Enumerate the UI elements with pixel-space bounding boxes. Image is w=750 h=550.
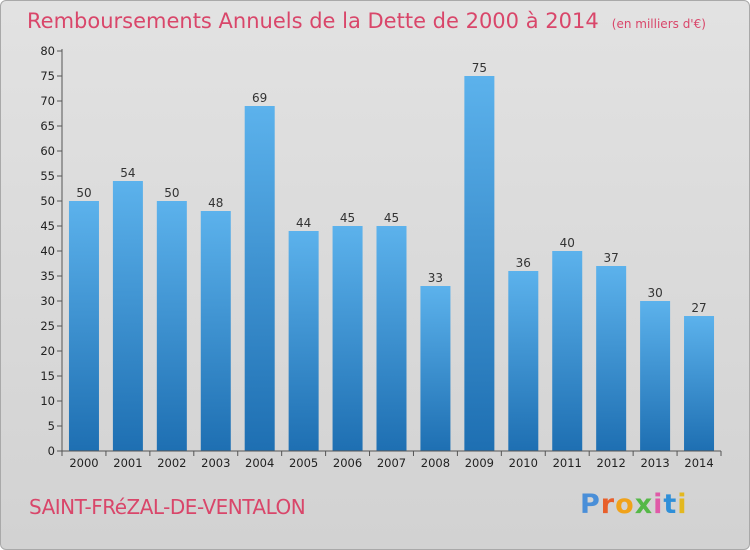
data-label: 27	[691, 301, 706, 315]
bar	[68, 201, 99, 451]
bar	[244, 106, 275, 451]
x-tick-label: 2010	[509, 456, 538, 470]
y-tick-label: 40	[40, 244, 55, 258]
y-tick-label: 55	[40, 169, 55, 183]
data-label: 33	[428, 271, 443, 285]
y-tick-label: 65	[40, 119, 55, 133]
bar	[288, 231, 319, 451]
logo-letter: i	[653, 489, 664, 520]
bar	[332, 226, 363, 451]
x-tick-label: 2011	[553, 456, 582, 470]
y-tick-label: 80	[40, 44, 55, 58]
data-label: 30	[647, 286, 662, 300]
y-tick-label: 10	[40, 394, 55, 408]
y-tick-label: 20	[40, 344, 55, 358]
proxiti-logo[interactable]: Proxiti	[580, 489, 688, 520]
x-tick-label: 2014	[684, 456, 713, 470]
logo-letter: t	[663, 489, 678, 520]
bar	[508, 271, 539, 451]
y-tick-label: 15	[40, 369, 55, 383]
title-row: Remboursements Annuels de la Dette de 20…	[27, 9, 706, 33]
logo-letter: x	[634, 489, 654, 520]
bar	[464, 76, 495, 451]
data-label: 44	[296, 216, 311, 230]
x-tick-label: 2013	[640, 456, 669, 470]
x-tick-label: 2008	[421, 456, 450, 470]
chart-title: Remboursements Annuels de la Dette de 20…	[27, 9, 599, 33]
x-tick-label: 2005	[289, 456, 318, 470]
x-tick-label: 2003	[201, 456, 230, 470]
bar	[684, 316, 715, 451]
y-tick-label: 5	[48, 419, 55, 433]
y-tick-label: 30	[40, 294, 55, 308]
bars: 50 54 50 48 69 44 45 45 33 75 36 40 37 30 27	[68, 61, 715, 451]
data-label: 48	[208, 196, 223, 210]
bar	[552, 251, 583, 451]
x-tick-label: 2001	[113, 456, 142, 470]
logo-letter: r	[600, 489, 616, 520]
x-axis: 2000 2001 2002 2003 2004 2005 2006 2007 2008 2009…	[61, 450, 722, 470]
data-label: 69	[252, 91, 267, 105]
bar	[420, 286, 451, 451]
bar	[376, 226, 407, 451]
y-tick-label: 70	[40, 94, 55, 108]
x-tick-label: 2000	[69, 456, 98, 470]
bar	[200, 211, 231, 451]
bar	[596, 266, 627, 451]
y-tick-label: 50	[40, 194, 55, 208]
y-tick-label: 60	[40, 144, 55, 158]
x-tick-label: 2004	[245, 456, 274, 470]
commune-name: SAINT-FRéZAL-DE-VENTALON	[29, 495, 306, 519]
bar	[640, 301, 671, 451]
data-label: 50	[164, 186, 179, 200]
y-tick-label: 0	[48, 444, 55, 458]
x-tick-label: 2009	[465, 456, 494, 470]
data-label: 36	[516, 256, 531, 270]
x-tick-label: 2012	[597, 456, 626, 470]
bar	[156, 201, 187, 451]
chart-unit: (en milliers d'€)	[611, 17, 706, 31]
data-label: 45	[384, 211, 399, 225]
data-label: 50	[76, 186, 91, 200]
x-tick-label: 2007	[377, 456, 406, 470]
y-tick-label: 35	[40, 269, 55, 283]
y-axis: 0 5 10 15 20 25 30 35 40 45 50 55 60 65 70 75 80	[40, 44, 63, 458]
bar	[112, 181, 143, 451]
y-tick-label: 45	[40, 219, 55, 233]
logo-letter: o	[615, 489, 635, 520]
x-tick-label: 2006	[333, 456, 362, 470]
data-label: 37	[604, 251, 619, 265]
logo-letter: P	[580, 489, 601, 520]
logo-letter: i	[677, 489, 688, 520]
x-tick-label: 2002	[157, 456, 186, 470]
data-label: 40	[560, 236, 575, 250]
y-tick-label: 25	[40, 319, 55, 333]
data-label: 75	[472, 61, 487, 75]
data-label: 54	[120, 166, 135, 180]
y-tick-label: 75	[40, 69, 55, 83]
data-label: 45	[340, 211, 355, 225]
